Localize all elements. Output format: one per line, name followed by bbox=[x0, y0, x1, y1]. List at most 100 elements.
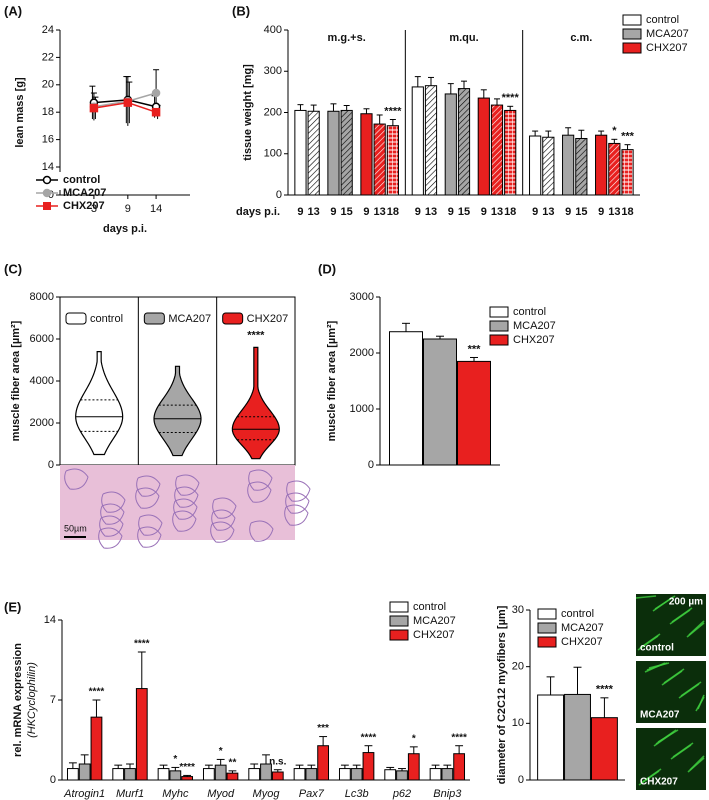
bar bbox=[504, 109, 517, 196]
cell-outline bbox=[136, 475, 161, 497]
panel-label: (A) bbox=[4, 3, 22, 18]
bar bbox=[389, 331, 423, 466]
significance: **** bbox=[89, 687, 105, 698]
bar bbox=[457, 360, 491, 466]
legend-swatch bbox=[537, 636, 557, 648]
legend-label: MCA207 bbox=[413, 615, 456, 627]
y-tick-label: 3000 bbox=[350, 291, 374, 303]
legend-marker bbox=[42, 175, 52, 185]
bar bbox=[384, 769, 397, 781]
panel-label: (C) bbox=[4, 261, 22, 276]
legend-swatch bbox=[222, 312, 244, 325]
y-tick-label: 0 bbox=[48, 189, 54, 201]
legend-label: control bbox=[63, 174, 100, 186]
myofiber bbox=[640, 768, 662, 784]
legend-label: MCA207 bbox=[513, 320, 556, 332]
x-tick-label: 13 bbox=[608, 206, 620, 218]
myofiber bbox=[663, 668, 685, 684]
myofiber bbox=[697, 694, 705, 710]
legend-swatch bbox=[489, 334, 509, 346]
legend-swatch bbox=[65, 312, 87, 325]
group-label: m.qu. bbox=[449, 32, 478, 44]
cell-outline bbox=[172, 510, 197, 532]
y-axis-label: muscle fiber area [µm²] bbox=[10, 320, 22, 441]
cell-outline bbox=[100, 503, 125, 525]
bar bbox=[157, 768, 170, 781]
bar bbox=[181, 776, 194, 781]
x-tick-label: 9 bbox=[415, 206, 421, 218]
legend-swatch bbox=[143, 312, 165, 325]
cell-outline bbox=[247, 481, 272, 503]
x-tick-label: p62 bbox=[392, 788, 411, 800]
x-tick-label: Lc3b bbox=[345, 788, 369, 800]
cell-outline bbox=[174, 486, 199, 508]
y-tick-label: 10 bbox=[512, 717, 524, 729]
y-tick-label: 0 bbox=[368, 459, 374, 471]
bar bbox=[457, 88, 471, 196]
y-axis-label: muscle fiber area [µm²] bbox=[326, 320, 338, 441]
myofiber bbox=[639, 633, 661, 649]
y-axis-label: tissue weight [mg] bbox=[242, 64, 254, 161]
y-tick-label: 14 bbox=[44, 614, 56, 626]
bar bbox=[423, 338, 457, 466]
y-tick-label: 2000 bbox=[30, 417, 54, 429]
legend-swatch bbox=[389, 629, 409, 641]
y-tick-label: 100 bbox=[264, 148, 282, 160]
marker bbox=[151, 88, 161, 98]
bar bbox=[214, 764, 227, 781]
y-tick-label: 7 bbox=[50, 694, 56, 706]
bar bbox=[453, 753, 466, 781]
legend-marker bbox=[42, 188, 52, 198]
significance: **** bbox=[384, 105, 402, 117]
x-tick-label: 15 bbox=[341, 206, 353, 218]
bar bbox=[78, 763, 91, 781]
x-tick-label: 13 bbox=[308, 206, 320, 218]
myofiber bbox=[672, 742, 694, 758]
x-tick-label: 9 bbox=[125, 203, 131, 215]
cell-outline bbox=[175, 474, 200, 496]
violin bbox=[231, 346, 280, 460]
bar bbox=[350, 768, 363, 781]
bar bbox=[564, 693, 591, 781]
legend-swatch bbox=[489, 320, 509, 332]
x-tick-label: Murf1 bbox=[116, 788, 144, 800]
legend-label: CHX207 bbox=[513, 334, 555, 346]
myofiber bbox=[689, 755, 705, 771]
legend-label: MCA207 bbox=[561, 622, 604, 634]
cell-outline bbox=[138, 514, 163, 536]
bar bbox=[226, 772, 239, 781]
myofiber bbox=[648, 662, 670, 669]
significance: **** bbox=[134, 639, 150, 650]
cell-outline bbox=[248, 469, 273, 491]
bar bbox=[112, 768, 125, 781]
bar bbox=[424, 85, 438, 196]
image-label: control bbox=[640, 643, 674, 654]
violin bbox=[153, 365, 202, 457]
y-tick-label: 0 bbox=[48, 459, 54, 471]
cell-outline bbox=[249, 520, 274, 542]
x-tick-label: 18 bbox=[387, 206, 399, 218]
y-tick-label: 14 bbox=[42, 161, 54, 173]
y-tick-label: 0 bbox=[50, 774, 56, 786]
myofiber bbox=[688, 620, 705, 636]
legend-swatch bbox=[489, 306, 509, 318]
y-tick-label: 22 bbox=[42, 51, 54, 63]
x-tick-label: 13 bbox=[491, 206, 503, 218]
bar bbox=[608, 142, 621, 196]
bar bbox=[575, 137, 588, 196]
marker bbox=[123, 98, 133, 107]
x-tick-label: 15 bbox=[575, 206, 587, 218]
x-tick-label: 3 bbox=[91, 203, 97, 215]
legend-label: CHX207 bbox=[63, 200, 105, 212]
significance: **** bbox=[247, 329, 265, 341]
cell-outline bbox=[284, 504, 309, 526]
myofiber bbox=[635, 595, 657, 599]
significance: **** bbox=[179, 762, 195, 773]
bar bbox=[490, 104, 504, 196]
bar bbox=[590, 717, 618, 781]
legend-label: CHX207 bbox=[646, 42, 688, 54]
x-tick-label: 9 bbox=[330, 206, 336, 218]
cell-outline bbox=[211, 509, 236, 531]
significance: **** bbox=[361, 732, 377, 743]
bar bbox=[621, 149, 634, 196]
